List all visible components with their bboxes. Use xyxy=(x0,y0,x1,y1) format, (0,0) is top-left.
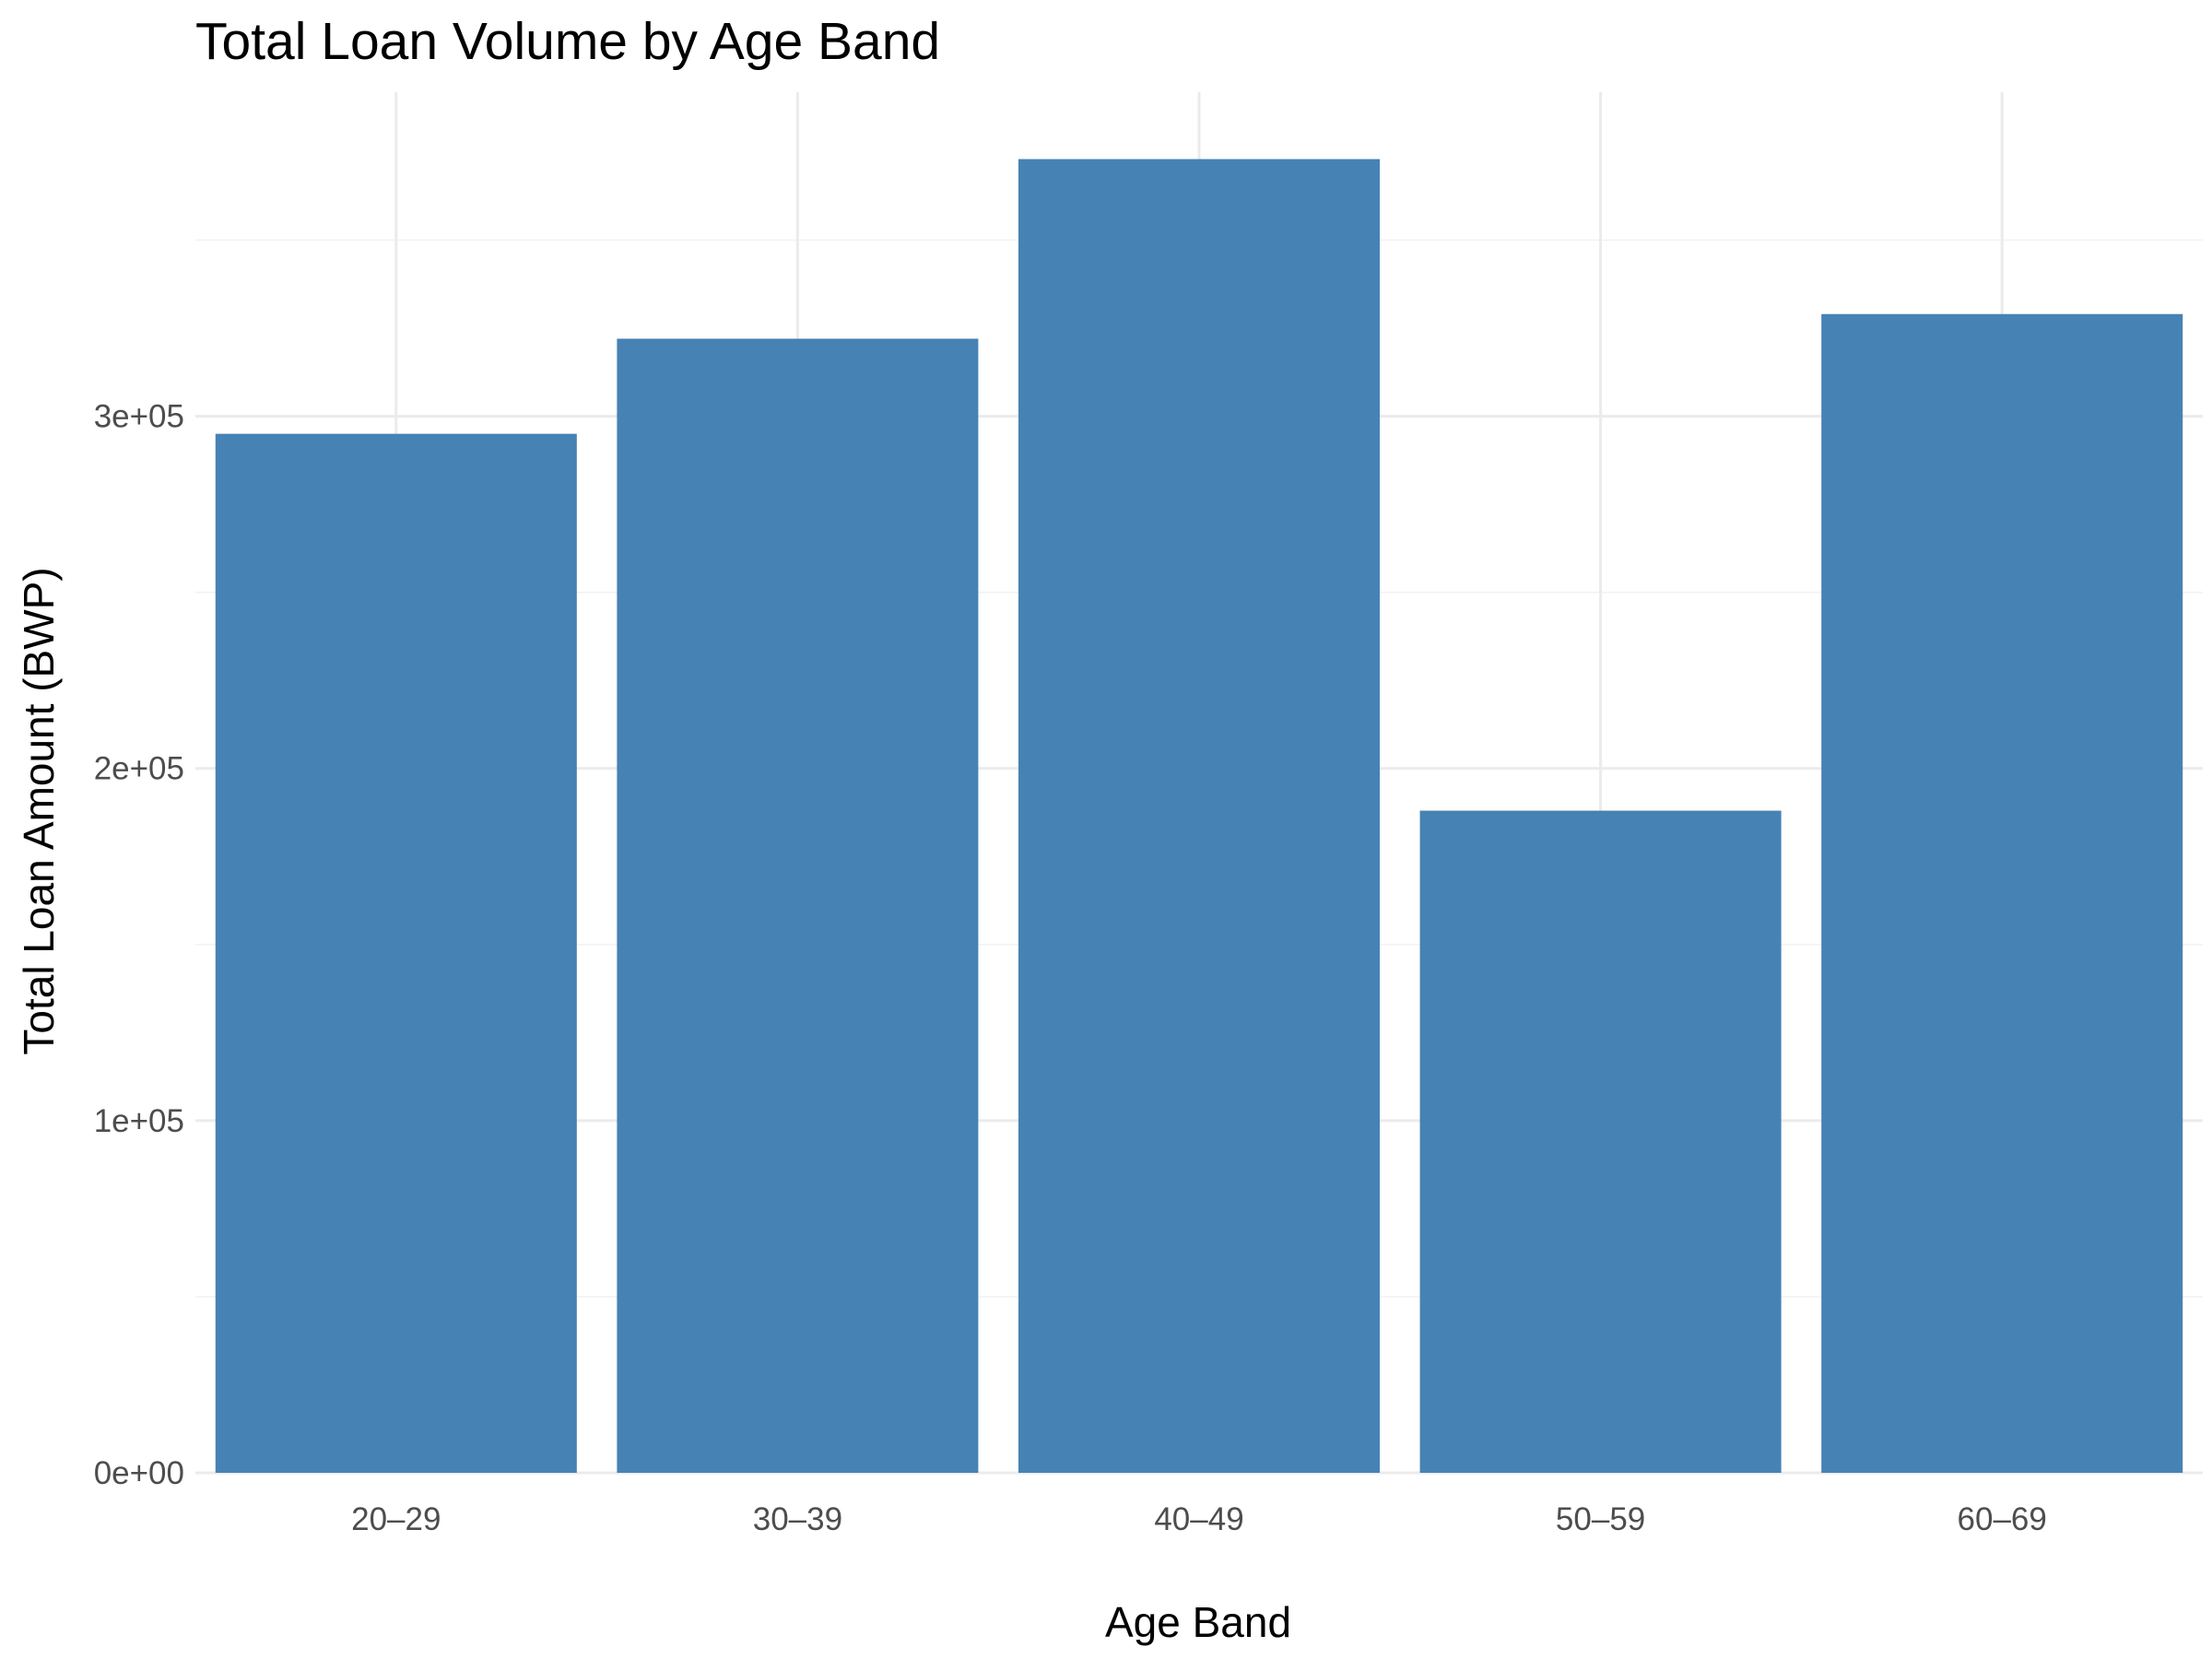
x-tick-label: 20–29 xyxy=(351,1501,441,1537)
bar-20–29 xyxy=(215,433,577,1473)
x-tick-label: 50–59 xyxy=(1556,1501,1645,1537)
x-tick-label: 30–39 xyxy=(753,1501,842,1537)
x-tick-label: 40–49 xyxy=(1154,1501,1243,1537)
bar-60–69 xyxy=(1821,313,2183,1473)
bar-50–59 xyxy=(1419,810,1782,1473)
y-axis-ticks: 0e+00 1e+05 2e+05 3e+05 xyxy=(94,399,184,1491)
x-axis-title: Age Band xyxy=(1105,1598,1291,1646)
y-tick-label: 2e+05 xyxy=(94,751,184,787)
bar-30–39 xyxy=(617,338,979,1473)
bars-layer xyxy=(215,159,2183,1473)
chart-title: Total Loan Volume by Age Band xyxy=(195,12,940,71)
bar-40–49 xyxy=(1018,159,1381,1473)
y-tick-label: 3e+05 xyxy=(94,399,184,435)
y-tick-label: 1e+05 xyxy=(94,1103,184,1139)
x-axis-ticks: 20–29 30–39 40–49 50–59 60–69 xyxy=(351,1501,2047,1537)
x-tick-label: 60–69 xyxy=(1958,1501,2047,1537)
y-axis-title: Total Loan Amount (BWP) xyxy=(15,567,63,1054)
y-tick-label: 0e+00 xyxy=(94,1455,184,1491)
